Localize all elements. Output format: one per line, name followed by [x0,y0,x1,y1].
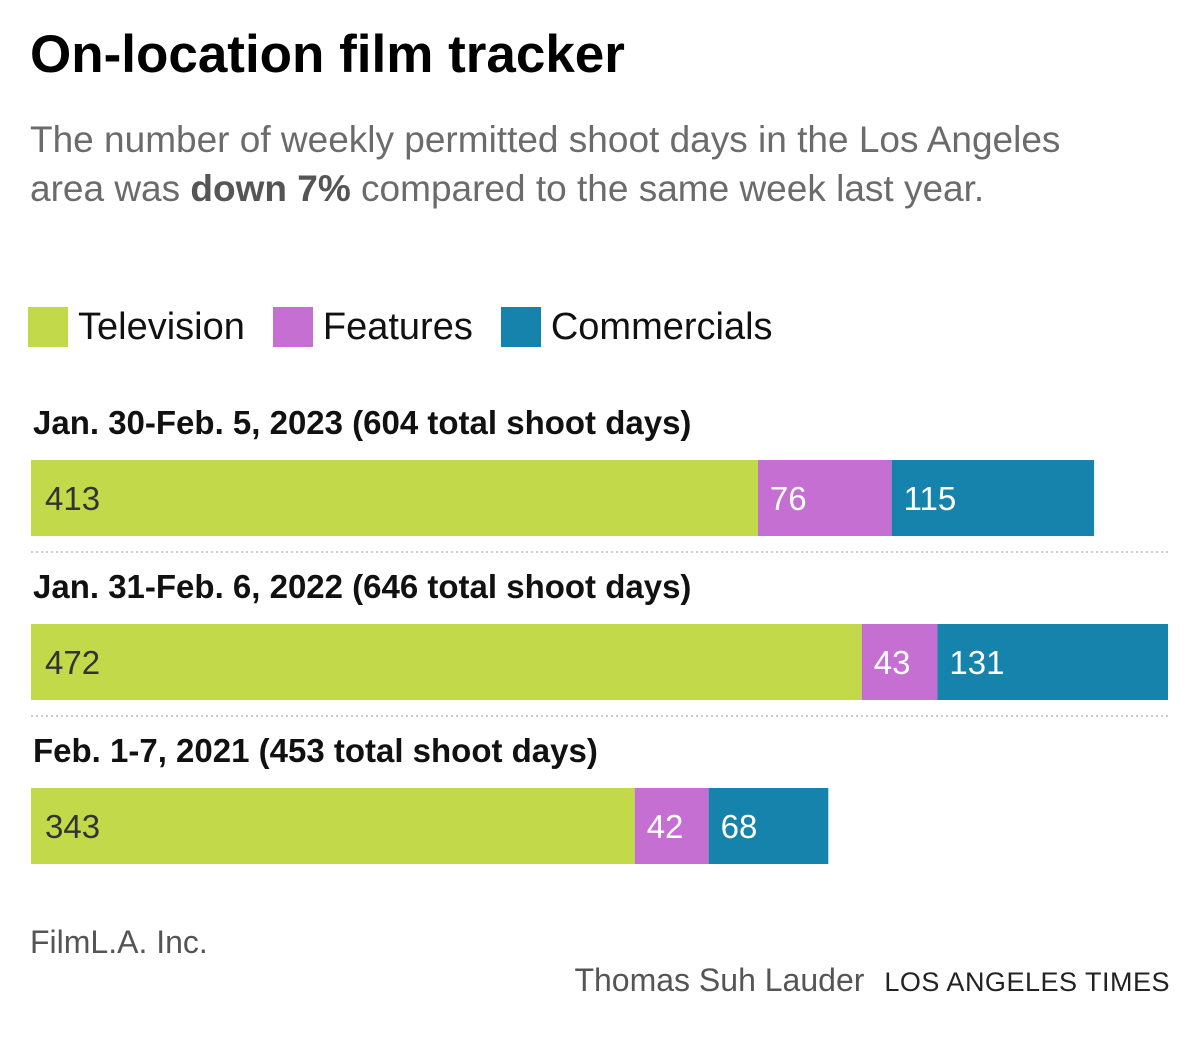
legend-label-commercials: Commercials [550,306,773,348]
features-bar-segment [634,788,709,864]
category-label: Feb. 1-7, 2021 (453 total shoot days) [33,732,598,769]
features-value-label: 42 [647,808,684,845]
commercials-swatch [500,307,541,347]
legend-label-features: Features [322,306,473,348]
legend-item-features: Features [272,306,473,348]
chart-title: On-location film tracker [30,25,625,84]
outlet-credit: LOS ANGELES TIMES [884,967,1170,997]
commercials-value-label: 115 [904,480,957,517]
features-value-label: 43 [874,644,911,681]
subtitle-emphasis: down 7% [190,168,351,209]
television-bar-segment [31,788,635,864]
source-note: FilmL.A. Inc. [30,924,208,960]
bar-row: Feb. 1-7, 2021 (453 total shoot days) 343… [31,732,829,864]
legend-item-television: Television [28,306,245,348]
credit-line: Thomas Suh Lauder LOS ANGELES TIMES [574,962,1170,999]
bar-row: Jan. 30-Feb. 5, 2023 (604 total shoot da… [31,404,1168,553]
category-label: Jan. 31-Feb. 6, 2022 (646 total shoot da… [33,568,691,605]
legend-item-commercials: Commercials [500,306,773,348]
commercials-value-label: 131 [949,644,1004,681]
author-credit: Thomas Suh Lauder [574,962,865,998]
commercials-bar-segment [891,460,1095,536]
commercials-bar-segment [708,788,829,864]
bar-row: Jan. 31-Feb. 6, 2022 (646 total shoot da… [31,568,1168,717]
television-bar-segment [31,624,862,700]
commercials-value-label: 68 [721,808,758,845]
subtitle-text-start: The number of weekly permitted shoot day… [30,119,1061,209]
television-value-label: 343 [45,808,100,845]
category-label: Jan. 30-Feb. 5, 2023 (604 total shoot da… [33,404,691,441]
features-swatch [272,307,313,347]
subtitle-text-end: compared to the same week last year. [350,168,985,209]
television-value-label: 472 [45,644,100,681]
features-bar-segment [757,460,892,536]
legend-label-television: Television [78,306,245,348]
features-value-label: 76 [770,480,807,517]
chart-subtitle: The number of weekly permitted shoot day… [30,115,1070,213]
features-bar-segment [861,624,938,700]
television-swatch [28,307,68,347]
commercials-bar-segment [937,624,1168,700]
television-bar-segment [31,460,758,536]
television-value-label: 413 [45,480,100,517]
chart-legend: Television Features Commercials [28,306,801,348]
